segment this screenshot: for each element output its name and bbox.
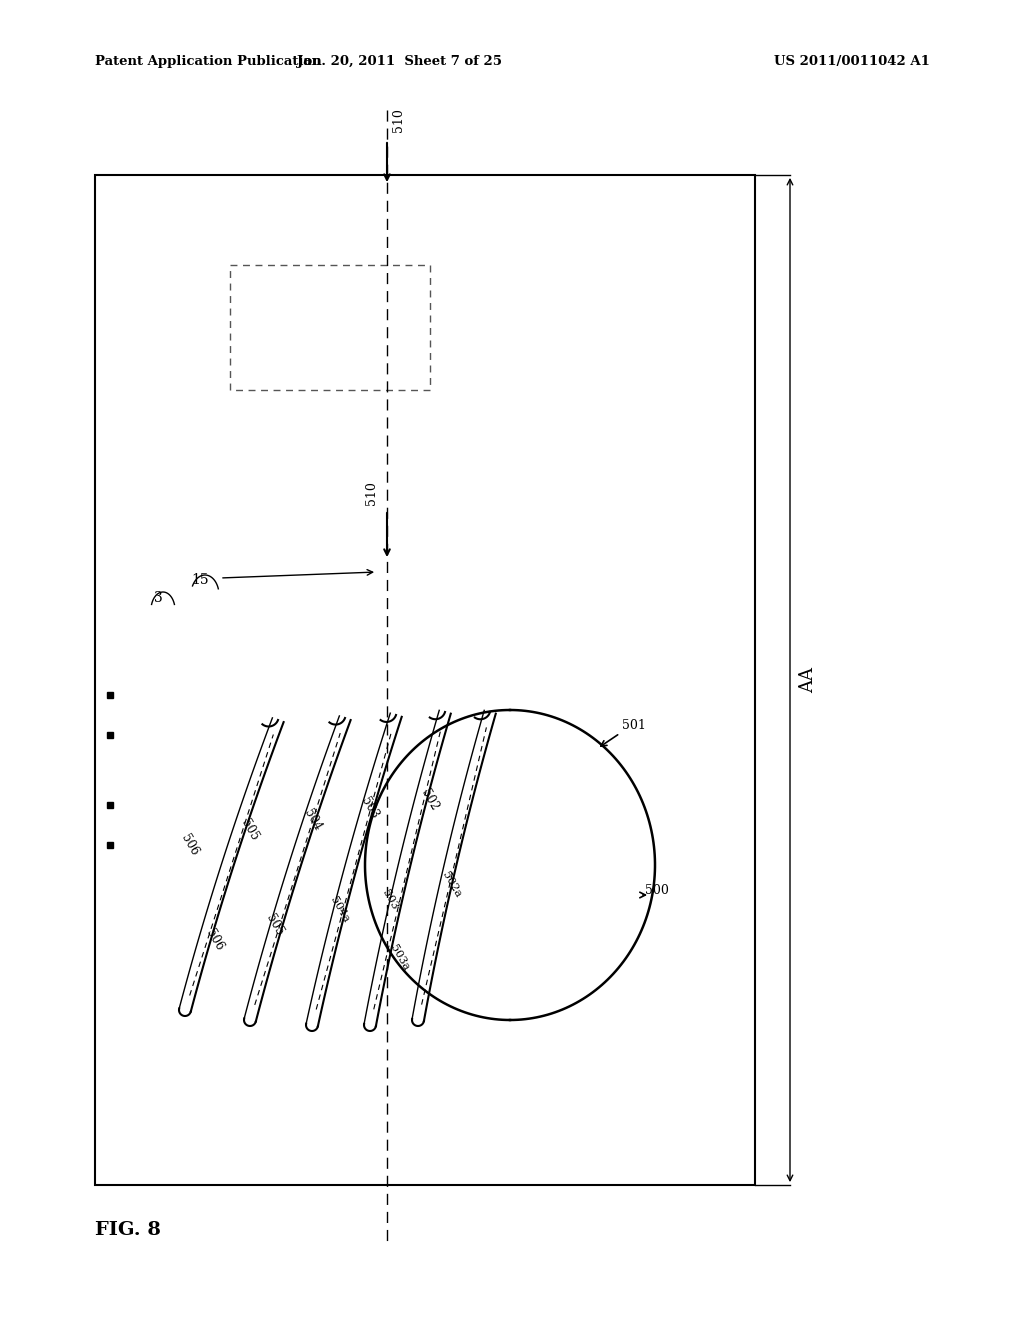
Text: 506: 506 [204, 927, 226, 953]
Text: 502: 502 [419, 787, 441, 813]
Text: 503: 503 [380, 888, 399, 912]
Text: 503a: 503a [389, 944, 412, 973]
Bar [95, 176, 755, 1185]
Text: 501: 501 [622, 719, 646, 733]
Text: 500: 500 [645, 883, 669, 896]
Text: 3: 3 [154, 591, 163, 605]
Bar [230, 265, 430, 389]
Text: 510: 510 [392, 108, 406, 132]
Text: 506: 506 [179, 832, 202, 858]
Text: 505: 505 [239, 817, 261, 843]
Text: 504a: 504a [329, 895, 351, 924]
Text: FIG. 8: FIG. 8 [95, 1221, 161, 1239]
Text: 503: 503 [358, 795, 381, 821]
Text: 502a: 502a [440, 870, 463, 900]
Text: 510: 510 [365, 480, 378, 506]
Text: 504: 504 [302, 807, 325, 833]
Text: 15: 15 [191, 573, 209, 587]
Text: 505: 505 [264, 912, 287, 939]
Text: AA: AA [799, 667, 817, 693]
Text: US 2011/0011042 A1: US 2011/0011042 A1 [774, 55, 930, 69]
Text: Jan. 20, 2011  Sheet 7 of 25: Jan. 20, 2011 Sheet 7 of 25 [298, 55, 503, 69]
Text: Patent Application Publication: Patent Application Publication [95, 55, 322, 69]
